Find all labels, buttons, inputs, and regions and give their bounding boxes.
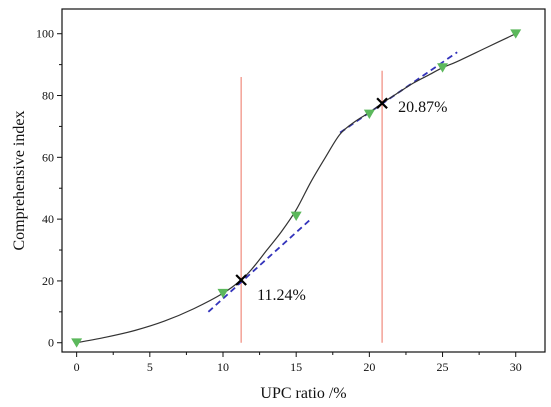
y-axis-ticks: 0 20 40 60 80 100 [36,27,62,350]
annotation-x-marker [376,97,388,110]
x-tick-label: 30 [510,360,522,374]
fitted-curve [76,33,516,344]
annotations: 11.24% 20.87% [235,97,447,304]
y-tick-label: 20 [42,274,54,288]
x-tick-label: 20 [363,360,375,374]
y-tick-label: 60 [42,150,54,164]
fitted-curve-line [76,33,516,344]
annotation-x-marker [235,274,247,286]
y-tick-label: 100 [36,27,54,41]
data-points [71,29,522,348]
y-tick-label: 80 [42,89,54,103]
y-tick-label: 40 [42,212,54,226]
x-tick-label: 25 [437,360,449,374]
data-point-marker [217,288,229,299]
x-axis-ticks: 0 5 10 15 20 25 30 [74,352,522,374]
y-tick-label: 0 [48,336,54,350]
x-tick-label: 15 [290,360,302,374]
data-point-marker [437,63,449,73]
annotation-label: 11.24% [257,287,306,304]
tangent-lines [207,51,458,313]
data-point-marker [510,29,522,39]
tangent-line [207,218,312,313]
x-tick-label: 0 [74,360,80,374]
vertical-reference-lines [240,70,383,343]
x-tick-label: 10 [217,360,229,374]
data-point-marker [71,338,83,348]
data-point-marker [363,109,375,120]
annotation-label: 20.87% [398,99,447,116]
y-axis-title: Comprehensive index [11,111,28,251]
data-point-marker [290,211,302,221]
x-tick-label: 5 [147,360,153,374]
x-axis-title: UPC ratio /% [260,385,346,402]
axes [61,8,546,353]
plot-frame [61,8,546,353]
